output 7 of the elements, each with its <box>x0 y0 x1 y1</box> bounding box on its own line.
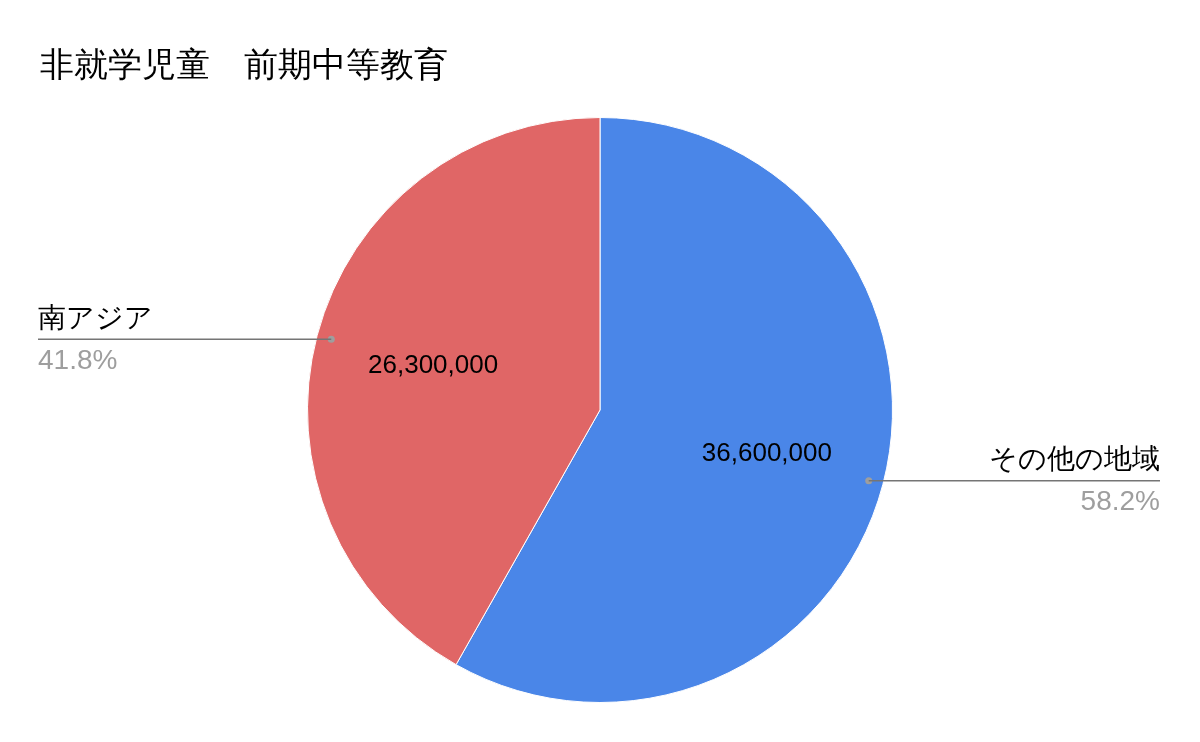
text: 41.8% <box>38 344 118 376</box>
text: 58.2% <box>1080 485 1160 517</box>
chart-title: 非就学児童 前期中等教育 <box>40 44 448 84</box>
data-label: 36,600,000 <box>701 437 832 468</box>
slice-label: その他の地域 <box>989 443 1160 475</box>
slice-label: 南アジア <box>38 302 153 334</box>
data-label: 26,300,000 <box>368 349 499 380</box>
